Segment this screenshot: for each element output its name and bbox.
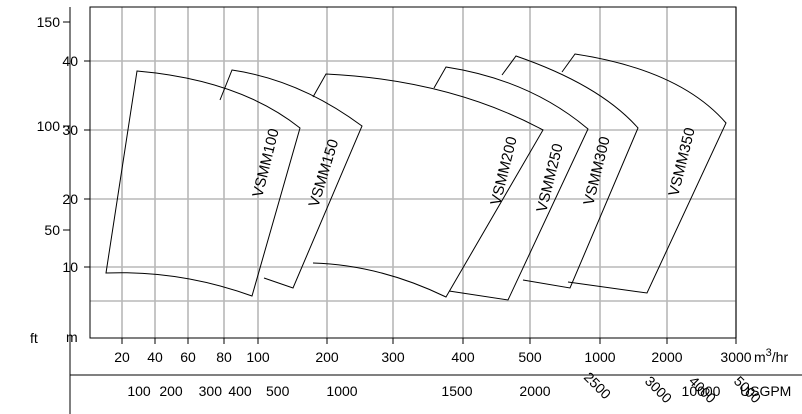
m3hr-tick-label: 3000 (720, 349, 751, 365)
ft-tick-label: 50 (44, 222, 60, 238)
ft-tick-label: 100 (37, 118, 61, 134)
m3hr-tick-label: 400 (451, 349, 475, 365)
m3hr-tick-label: 100 (246, 349, 270, 365)
usgpm-tick-label: 10000 (682, 383, 721, 399)
m3hr-tick-label: 200 (315, 349, 339, 365)
m3hr-tick-label: 500 (518, 349, 542, 365)
pump-curves (105, 53, 727, 301)
ft-unit-label: ft (30, 330, 38, 346)
m-tick-label: 40 (62, 53, 78, 69)
m-tick-label: 20 (62, 191, 78, 207)
usgpm-tick-label: 2500 (581, 369, 614, 402)
m3hr-tick-label: 40 (147, 349, 163, 365)
usgpm-tick-label: 3000 (642, 373, 675, 406)
curve-vsmm250 (433, 66, 589, 301)
usgpm-tick-label: 2000 (519, 383, 550, 399)
usgpm-tick-label: 300 (199, 383, 223, 399)
curve-vsmm100 (105, 70, 301, 297)
m3hr-tick-label: 60 (180, 349, 196, 365)
m3hr-tick-label: 2000 (651, 349, 682, 365)
curve-vsmm300 (501, 55, 639, 289)
m3hr-tick-label: 1000 (584, 349, 615, 365)
curve-labels: VSMM100 VSMM150 VSMM200 VSMM250 VSMM300 VSMM3… (249, 126, 698, 214)
grid-lines (90, 7, 737, 338)
m3hr-tick-label: 300 (381, 349, 405, 365)
series-label-vsmm250: VSMM250 (533, 142, 566, 214)
m-tick-label: 30 (62, 122, 78, 138)
usgpm-tick-label: 1500 (441, 383, 472, 399)
m3hr-tick-label: 80 (216, 349, 232, 365)
usgpm-tick-label: 400 (228, 383, 252, 399)
chart-frame (69, 6, 802, 414)
ft-tick-label: 150 (37, 14, 61, 30)
usgpm-tick-label: 200 (159, 383, 183, 399)
m-tick-label: 10 (62, 259, 78, 275)
usgpm-unit-label: USGPM (740, 383, 791, 399)
series-label-vsmm100: VSMM100 (249, 127, 282, 199)
usgpm-tick-label: 100 (127, 383, 151, 399)
m3hr-tick-label: 20 (114, 349, 130, 365)
plot-frame (89, 6, 737, 339)
curve-vsmm350 (561, 53, 727, 294)
m-unit-label: m (66, 329, 78, 345)
axes: 150 100 50 ft 40 30 20 10 m 20 40 60 80 100 200 300 400 5… (30, 14, 791, 406)
usgpm-tick-label: 1000 (326, 383, 357, 399)
m3hr-unit-label: m3/hr (754, 347, 788, 365)
usgpm-tick-label: 500 (266, 383, 290, 399)
curve-vsmm150 (219, 69, 363, 289)
series-label-vsmm350: VSMM350 (665, 126, 698, 198)
series-label-vsmm200: VSMM200 (487, 135, 520, 207)
curve-vsmm200 (312, 73, 544, 298)
